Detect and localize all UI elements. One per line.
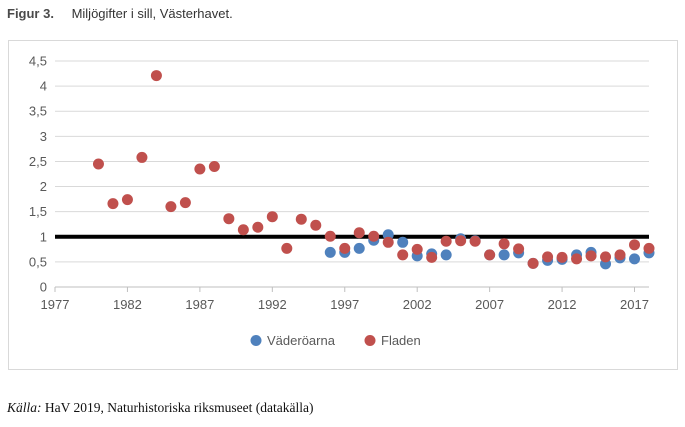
data-point-fladen [513, 243, 525, 255]
data-point-fladen [107, 198, 119, 210]
data-point-vaderoarna [397, 236, 409, 248]
data-point-fladen [92, 158, 104, 170]
data-point-fladen [368, 230, 380, 242]
data-point-fladen [121, 194, 133, 206]
data-point-fladen [498, 238, 510, 250]
x-tick-label: 2007 [475, 297, 504, 312]
data-point-fladen [440, 235, 452, 247]
data-point-fladen [527, 257, 539, 269]
data-point-vaderoarna [498, 249, 510, 261]
scatter-chart: 0 0,5 1 1,5 2 2,5 3 3,5 4 4,5 1977 1982 1987 1992 1997… [29, 54, 655, 348]
source-prefix: Källa: [7, 400, 42, 415]
source-line: Källa: HaV 2019, Naturhistoriska riksmus… [7, 400, 313, 416]
data-point-fladen [339, 242, 351, 254]
data-point-fladen [397, 249, 409, 261]
legend: Väderöarna Fladen [250, 333, 421, 348]
data-point-vaderoarna [324, 246, 336, 258]
data-point-fladen [382, 236, 394, 248]
axes: 0 0,5 1 1,5 2 2,5 3 3,5 4 4,5 1977 1982 1987 1992 1997… [29, 54, 649, 312]
data-point-fladen [571, 253, 583, 265]
data-point-fladen [165, 201, 177, 213]
y-tick-label: 4 [40, 79, 47, 94]
data-point-fladen [179, 197, 191, 209]
x-tick-label: 1982 [113, 297, 142, 312]
data-point-fladen [411, 243, 423, 255]
data-points [92, 70, 655, 270]
data-point-fladen [295, 213, 307, 225]
data-point-fladen [629, 239, 641, 251]
source-text: HaV 2019, Naturhistoriska riksmuseet (da… [44, 400, 314, 415]
figure-heading: Figur 3. Miljögifter i sill, Västerhavet… [7, 6, 233, 21]
data-point-fladen [484, 249, 496, 261]
data-point-fladen [353, 227, 365, 239]
x-tick-label: 2012 [548, 297, 577, 312]
x-tick-label: 1977 [41, 297, 70, 312]
chart-frame: 0 0,5 1 1,5 2 2,5 3 3,5 4 4,5 1977 1982 1987 1992 1997… [8, 40, 678, 370]
data-point-fladen [426, 251, 438, 263]
x-tick-label: 2002 [403, 297, 432, 312]
x-tick-label: 2017 [620, 297, 649, 312]
data-point-fladen [542, 251, 554, 263]
data-point-fladen [194, 163, 206, 175]
x-tick-label: 1987 [185, 297, 214, 312]
legend-label: Väderöarna [267, 333, 336, 348]
y-tick-label: 0,5 [29, 254, 47, 269]
data-point-fladen [469, 235, 481, 247]
data-point-vaderoarna [440, 249, 452, 261]
data-point-vaderoarna [629, 253, 641, 265]
x-tick-label: 1992 [258, 297, 287, 312]
data-point-fladen [614, 249, 626, 261]
y-tick-label: 2,5 [29, 154, 47, 169]
y-tick-label: 1 [40, 229, 47, 244]
y-tick-label: 4,5 [29, 54, 47, 69]
data-point-vaderoarna [382, 229, 394, 241]
x-tick-label: 1997 [330, 297, 359, 312]
data-point-fladen [600, 251, 612, 263]
data-point-vaderoarna [353, 242, 365, 254]
figure-label: Figur 3. [7, 6, 54, 21]
data-point-fladen [208, 160, 220, 172]
legend-marker [364, 335, 376, 346]
data-point-fladen [310, 219, 322, 231]
data-point-fladen [252, 221, 264, 233]
y-tick-label: 3,5 [29, 104, 47, 119]
legend-marker [250, 335, 262, 346]
data-point-fladen [150, 70, 162, 82]
data-point-fladen [455, 235, 467, 247]
legend-label: Fladen [381, 333, 421, 348]
data-point-fladen [266, 211, 278, 223]
data-point-fladen [556, 251, 568, 263]
y-tick-label: 3 [40, 129, 47, 144]
data-point-fladen [237, 224, 249, 236]
y-tick-label: 1,5 [29, 204, 47, 219]
data-point-fladen [585, 250, 597, 262]
data-point-fladen [643, 242, 655, 254]
data-point-fladen [324, 230, 336, 242]
y-tick-label: 2 [40, 179, 47, 194]
data-point-fladen [281, 242, 293, 254]
figure-title: Miljögifter i sill, Västerhavet. [71, 6, 233, 21]
y-tick-label: 0 [40, 280, 47, 295]
data-point-fladen [136, 151, 148, 163]
data-point-fladen [223, 213, 235, 225]
